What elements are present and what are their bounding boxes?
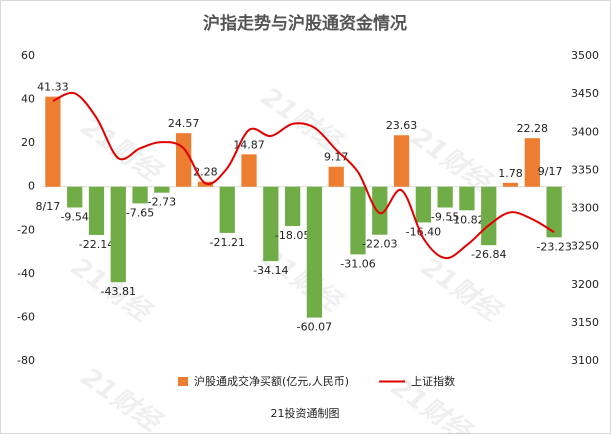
data-label: -9.55 (431, 211, 459, 224)
data-label: -7.65 (126, 206, 154, 219)
data-label: -26.84 (471, 248, 506, 261)
bar (219, 186, 235, 233)
y2-tick-label: 3400 (571, 125, 599, 138)
bar (502, 182, 519, 187)
data-label: -31.06 (340, 257, 375, 270)
data-label: -21.21 (209, 236, 244, 249)
y-tick-label: -20 (17, 223, 35, 236)
chart-title: 沪指走势与沪股通资金情况 (203, 13, 407, 34)
y2-tick-label: 3150 (571, 316, 599, 329)
data-label: -2.73 (148, 196, 176, 209)
data-label: -22.14 (79, 238, 114, 251)
bar (284, 186, 301, 227)
y-tick-label: 0 (28, 180, 35, 193)
line (52, 91, 555, 260)
data-label: 23.63 (386, 119, 418, 132)
y-tick-label: -60 (17, 310, 35, 323)
data-label: -16.40 (406, 225, 441, 238)
bar (176, 133, 192, 187)
bar (306, 186, 323, 318)
y-tick-label: -80 (17, 354, 35, 367)
y2-tick-label: 3100 (571, 354, 599, 367)
footer: 21投资通制图 (271, 406, 340, 420)
data-label: -34.14 (253, 264, 288, 277)
y-tick-label: -40 (17, 267, 35, 280)
data-label: -22.03 (362, 238, 397, 251)
data-label: 9.17 (324, 151, 349, 164)
data-label: -23.23 (536, 240, 571, 253)
bar (350, 186, 366, 255)
y-tick-label: 20 (21, 136, 35, 149)
data-label: 24.57 (168, 117, 200, 130)
data-label: -43.81 (101, 285, 136, 298)
legend-swatch (178, 377, 188, 386)
bar (263, 186, 279, 262)
y2-tick-label: 3200 (571, 278, 599, 291)
bar (459, 186, 475, 211)
data-label: -60.07 (297, 321, 332, 334)
bar (88, 186, 105, 235)
bar (241, 154, 257, 187)
y-tick-label: 40 (21, 93, 35, 106)
x-tick-label: 8/17 (36, 200, 61, 213)
bar (45, 96, 61, 187)
y2-tick-label: 3300 (571, 202, 599, 215)
bar (154, 186, 170, 193)
data-label: -18.05 (275, 229, 310, 242)
data-label: 41.33 (37, 81, 69, 94)
data-label: -10.82 (449, 213, 484, 226)
bar (110, 186, 126, 283)
y2-tick-label: 3250 (571, 240, 599, 253)
bar (328, 166, 344, 187)
y2-tick-label: 3500 (571, 49, 599, 62)
y-tick-label: 60 (21, 49, 35, 62)
legend-label: 沪股通成交净买额(亿元,人民币) (194, 374, 349, 388)
data-label: -9.54 (60, 210, 88, 223)
bar (67, 186, 83, 208)
y2-tick-label: 3450 (571, 87, 599, 100)
data-label: 1.78 (498, 167, 523, 180)
bar (546, 186, 562, 238)
data-label: 22.28 (517, 122, 549, 135)
x-tick-label: 9/17 (538, 165, 563, 178)
bar (393, 135, 410, 187)
bar (132, 186, 148, 204)
bar (524, 138, 540, 187)
bar (437, 186, 453, 208)
bar (372, 186, 388, 235)
legend-label: 上证指数 (411, 374, 455, 388)
bar (481, 186, 497, 246)
y2-tick-label: 3350 (571, 163, 599, 176)
bar (415, 186, 431, 223)
